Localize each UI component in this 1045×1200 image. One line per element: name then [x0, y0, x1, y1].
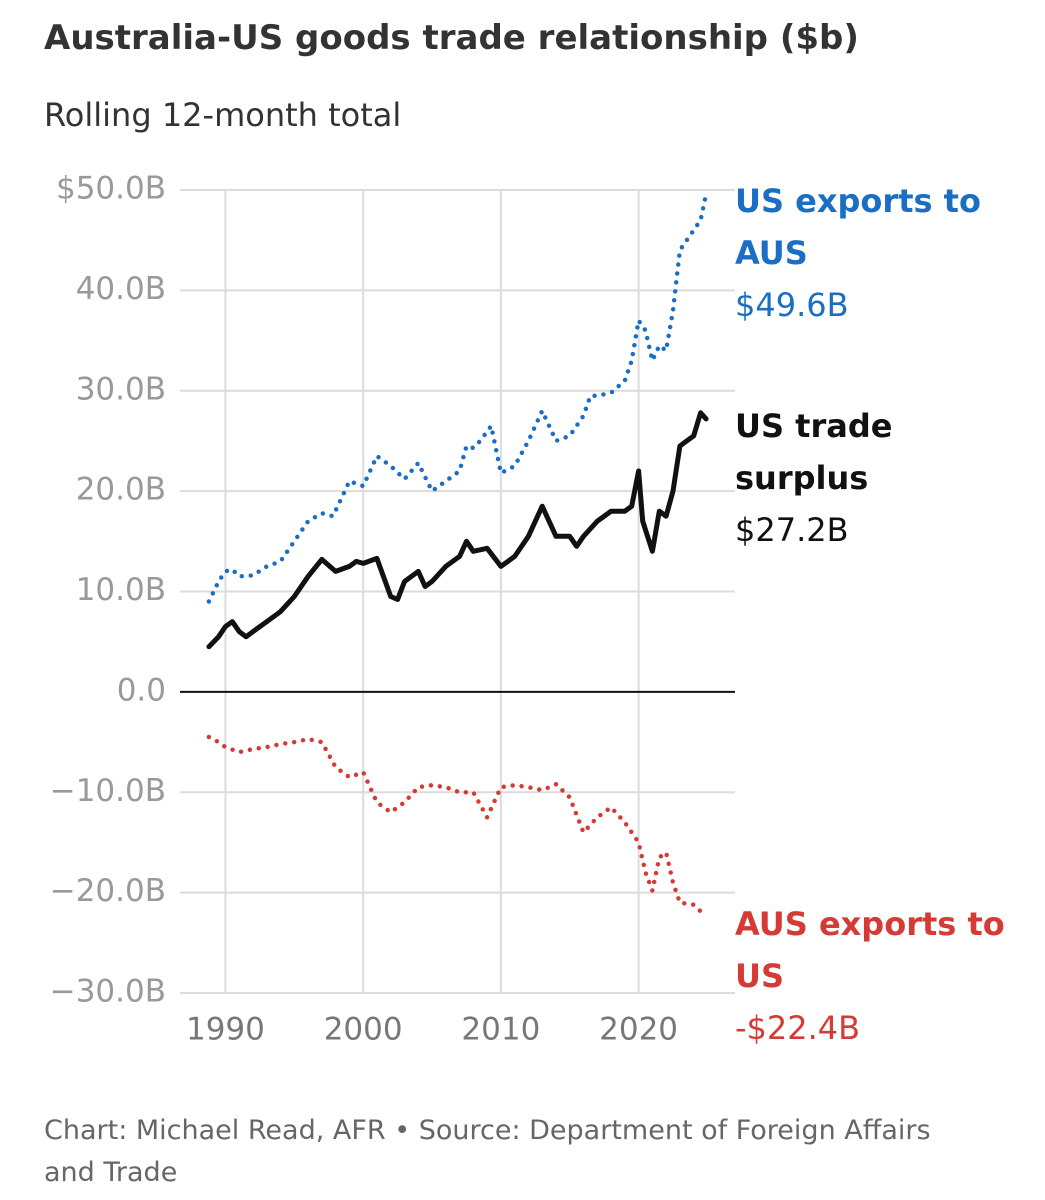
- series-line: [206, 191, 709, 604]
- end-label: AUS exports to US -$22.4B: [735, 898, 1005, 1054]
- y-tick-label: −30.0B: [50, 974, 166, 1010]
- y-tick-label: 30.0B: [76, 371, 166, 407]
- series-line: [206, 734, 709, 919]
- legend-label: AUS exports to US: [735, 904, 1005, 995]
- y-tick-label: $50.0B: [56, 171, 166, 207]
- series-line: [206, 410, 709, 650]
- value-label: $27.2B: [735, 510, 849, 549]
- x-tick-label: 2000: [324, 1012, 403, 1048]
- chart-subtitle: Rolling 12-month total: [44, 96, 402, 134]
- legend-label: US trade surplus: [735, 406, 893, 497]
- source-note: Chart: Michael Read, AFR • Source: Depar…: [44, 1115, 931, 1188]
- legend-label: US exports to AUS: [735, 182, 981, 272]
- x-tick-label: 2010: [461, 1012, 540, 1048]
- y-tick-label: −20.0B: [50, 873, 166, 909]
- y-tick-label: 40.0B: [76, 271, 166, 307]
- y-tick-label: 20.0B: [76, 472, 166, 508]
- y-tick-label: 10.0B: [76, 572, 166, 608]
- x-tick-label: 1990: [186, 1012, 265, 1048]
- y-tick-label: 0.0: [117, 672, 166, 708]
- value-label: $49.6B: [735, 286, 849, 324]
- end-label: US trade surplus $27.2B: [735, 400, 1005, 556]
- x-tick-label: 2020: [599, 1012, 678, 1048]
- y-tick-label: −10.0B: [50, 773, 166, 809]
- end-label: US exports to AUS $49.6B: [735, 175, 1005, 331]
- value-label: -$22.4B: [735, 1008, 861, 1047]
- grid: [180, 189, 735, 994]
- chart-title: Australia-US goods trade relationship ($…: [44, 18, 859, 58]
